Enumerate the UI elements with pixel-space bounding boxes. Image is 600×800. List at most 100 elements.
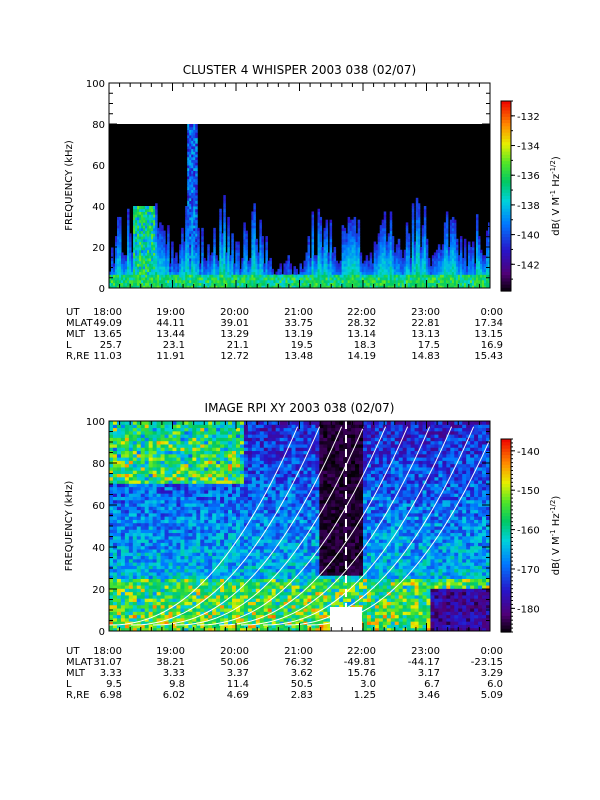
spectrogram-pixel	[331, 277, 335, 281]
rpi-pixel	[112, 421, 118, 425]
spectrogram-pixel	[307, 271, 311, 275]
spectrogram-pixel	[193, 170, 196, 174]
spectrogram-pixel	[397, 268, 401, 273]
spectrogram-pixel	[329, 222, 333, 226]
rpi-pixel	[124, 424, 130, 429]
spectrogram-pixel	[233, 279, 236, 284]
spectrogram-pixel	[363, 277, 367, 281]
spectrogram-pixel	[391, 271, 395, 275]
spectrogram-pixel	[405, 271, 409, 275]
rpi-pixel	[152, 457, 158, 461]
rpi-pixel	[132, 608, 138, 612]
spectrogram-pixel	[129, 279, 132, 284]
spectrogram-pixel	[391, 266, 395, 270]
spectrogram-pixel	[337, 266, 341, 270]
rpi-pixel	[128, 581, 134, 586]
spectrogram-pixel	[237, 266, 240, 270]
spectrogram-pixel	[195, 197, 198, 202]
spectrogram-pixel	[191, 184, 194, 188]
spectrogram-pixel	[375, 277, 379, 281]
spectrogram-pixel	[247, 263, 250, 267]
spectrogram-pixel	[351, 241, 355, 245]
spectrogram-pixel	[139, 219, 142, 223]
spectrogram-pixel	[349, 274, 353, 278]
spectrogram-pixel	[191, 271, 194, 275]
spectrogram-pixel	[423, 227, 427, 232]
spectrogram-pixel	[253, 219, 256, 223]
spectrogram-pixel	[193, 162, 196, 166]
rpi-pixel	[116, 532, 122, 537]
spectrogram-pixel	[439, 249, 443, 253]
spectrogram-pixel	[451, 266, 455, 270]
spectrogram-pixel	[313, 282, 317, 286]
spectrogram-pixel	[189, 211, 192, 215]
spectrogram-pixel	[381, 238, 385, 243]
spectrogram-pixel	[171, 241, 174, 245]
spectrogram-pixel	[269, 279, 272, 284]
spectrogram-pixel	[221, 241, 224, 245]
spectrogram-pixel	[319, 263, 323, 267]
spectrogram-pixel	[373, 249, 377, 253]
spectrogram-pixel	[193, 184, 196, 188]
spectrogram-pixel	[133, 266, 136, 270]
rpi-pixel	[156, 427, 162, 432]
spectrogram-pixel	[265, 268, 268, 273]
spectrogram-pixel	[141, 263, 144, 267]
spectrogram-pixel	[235, 247, 238, 251]
spectrogram-pixel	[437, 255, 441, 259]
spectrogram-pixel	[151, 247, 154, 251]
rpi-pixel	[124, 624, 130, 629]
spectrogram-pixel	[319, 244, 323, 248]
spectrogram-pixel	[485, 233, 489, 237]
spectrogram-pixel	[265, 247, 268, 251]
spectrogram-pixel	[353, 285, 357, 289]
spectrogram-pixel	[189, 134, 192, 139]
spectrogram-pixel	[287, 277, 290, 281]
spectrogram-pixel	[279, 266, 282, 270]
spectrogram-pixel	[421, 252, 425, 256]
rpi-pixel	[176, 509, 181, 514]
spectrogram-pixel	[259, 225, 262, 229]
spectrogram-pixel	[181, 247, 184, 251]
spectrogram-pixel	[195, 189, 198, 193]
spectrogram-pixel	[383, 233, 387, 237]
rpi-pixel	[109, 591, 114, 596]
spectrogram-pixel	[355, 260, 359, 264]
spectrogram-pixel	[187, 137, 190, 141]
spectrogram-pixel	[189, 143, 192, 147]
rpi-pixel	[136, 611, 142, 616]
spectrogram-pixel	[155, 233, 158, 237]
spectrogram-pixel	[159, 277, 162, 281]
rpi-pixel	[109, 552, 114, 557]
spectrogram-pixel	[407, 260, 411, 264]
spectrogram-pixel	[285, 268, 288, 273]
spectrogram-pixel	[173, 282, 176, 286]
spectrogram-pixel	[459, 252, 463, 256]
rpi-pixel	[140, 450, 146, 455]
spectrogram-pixel	[217, 274, 220, 278]
spectrogram-pixel	[219, 279, 222, 284]
spectrogram-pixel	[413, 279, 417, 284]
rpi-pixel	[136, 555, 142, 560]
rpi-pixel	[176, 489, 181, 494]
y-tick-label: 80	[92, 120, 105, 131]
spectrogram-pixel	[455, 266, 459, 270]
rpi-pixel	[120, 565, 126, 570]
spectrogram-pixel	[139, 216, 142, 221]
spectrogram-pixel	[251, 238, 254, 243]
spectrogram-pixel	[255, 257, 258, 262]
spectrogram-pixel	[455, 282, 459, 286]
spectrogram-pixel	[343, 255, 347, 259]
spectrogram-pixel	[243, 227, 246, 232]
rpi-pixel	[116, 493, 122, 497]
spectrogram-pixel	[341, 244, 345, 248]
spectrogram-pixel	[183, 249, 186, 253]
rpi-pixel	[144, 486, 150, 491]
spectrogram-pixel	[423, 222, 427, 226]
spectrogram-pixel	[341, 277, 345, 281]
spectrogram-pixel	[317, 285, 321, 289]
spectrogram-pixel	[153, 247, 156, 251]
spectrogram-pixel	[415, 227, 419, 232]
spectrogram-pixel	[413, 257, 417, 262]
spectrogram-pixel	[317, 211, 321, 215]
